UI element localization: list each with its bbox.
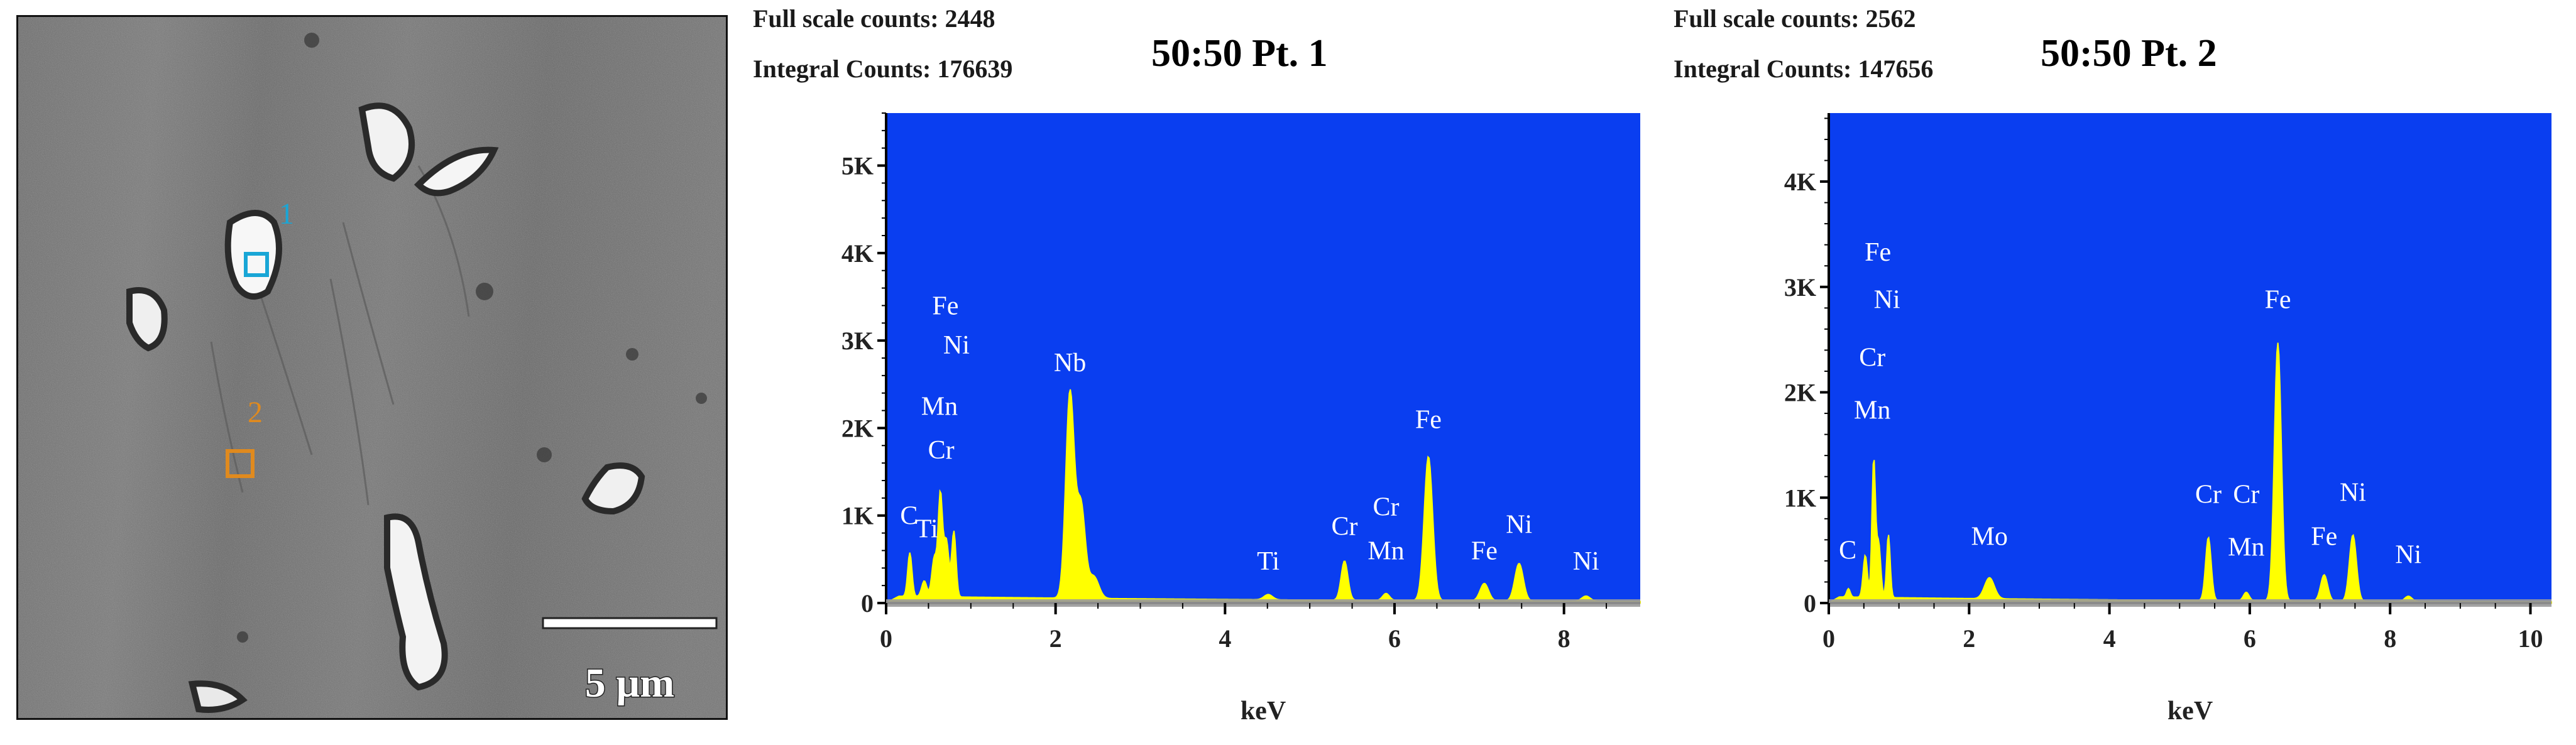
marker-label-2: 2 [248, 396, 263, 429]
integral-counts-1: Integral Counts: 176639 [753, 55, 1013, 83]
y-tick-label: 1K [841, 502, 874, 530]
peak-label: Ni [1573, 547, 1599, 576]
y-tick-label: 4K [841, 239, 874, 268]
scale-bar-label: 5 µm [585, 660, 675, 706]
axis-bevel [1829, 599, 2551, 607]
peak-label: Ni [943, 331, 970, 360]
sem-micrograph: 1 2 5 µm [16, 15, 728, 720]
peak-label: Fe [932, 291, 958, 320]
peak-label: Ni [2340, 478, 2366, 507]
peak-label: Fe [2311, 523, 2337, 552]
plot-background [1829, 113, 2551, 603]
y-tick-label: 3K [841, 327, 874, 355]
peak-label: Ni [2395, 540, 2421, 569]
peak-label: Ti [916, 515, 938, 544]
peak-label: Cr [1859, 344, 1885, 372]
plot-background [886, 113, 1640, 603]
eds-spectrum-2: Full scale counts: 2562 Integral Counts:… [1669, 0, 2576, 745]
y-tick-label: 5K [841, 152, 874, 180]
y-tick-label: 2K [1784, 379, 1816, 407]
peak-label: Mn [1367, 536, 1404, 565]
peak-label: Fe [1415, 405, 1442, 434]
peak-label: Ni [1506, 511, 1532, 540]
x-tick-label: 2 [1050, 624, 1062, 653]
peak-label: Fe [2265, 285, 2291, 314]
peak-label: Ti [1257, 547, 1280, 576]
peak-label: Nb [1054, 349, 1086, 378]
peak-label: Fe [1471, 536, 1498, 565]
spectrum-series [885, 389, 1641, 604]
integral-counts-2: Integral Counts: 147656 [1674, 55, 1934, 83]
x-tick-label: 8 [2384, 624, 2396, 653]
peak-label: Cr [928, 436, 955, 465]
axis-bevel [886, 599, 1640, 607]
peak-label: Mn [921, 393, 958, 421]
peak-label: Mn [2228, 533, 2264, 562]
y-tick-label: 0 [861, 589, 874, 617]
x-axis-label: keV [2168, 697, 2213, 726]
x-tick-label: 4 [1219, 624, 1231, 653]
peak-label: Cr [2195, 481, 2222, 509]
x-tick-label: 6 [1388, 624, 1401, 653]
x-tick-label: 6 [2244, 624, 2256, 653]
x-axis-label: keV [1241, 697, 1286, 726]
eds-spectrum-1: Full scale counts: 2448 Integral Counts:… [748, 0, 1665, 745]
peak-label: Mn [1854, 396, 1890, 425]
full-scale-counts-1: Full scale counts: 2448 [753, 4, 995, 33]
y-tick-label: 4K [1784, 168, 1816, 196]
peak-label: Ni [1874, 285, 1900, 314]
peak-label: Fe [1865, 238, 1891, 267]
marker-box-2 [226, 449, 255, 478]
x-tick-label: 8 [1558, 624, 1570, 653]
x-tick-label: 4 [2103, 624, 2116, 653]
peak-label: C [1839, 536, 1856, 565]
peak-label: C [900, 502, 918, 531]
peak-label: Cr [2233, 481, 2259, 509]
chart-title-1: 50:50 Pt. 1 [1151, 32, 1328, 75]
x-tick-label: 10 [2518, 624, 2543, 653]
peak-label: Cr [1331, 512, 1357, 541]
scale-bar [542, 617, 718, 629]
y-tick-label: 3K [1784, 273, 1816, 302]
peak-label: Cr [1373, 493, 1400, 522]
full-scale-counts-2: Full scale counts: 2562 [1674, 4, 1916, 33]
marker-label-1: 1 [279, 197, 294, 231]
x-tick-label: 2 [1963, 624, 1975, 653]
precipitates [126, 102, 645, 713]
peak-label: Mo [1971, 523, 2008, 552]
x-tick-label: 0 [880, 624, 892, 653]
marker-box-1 [244, 252, 269, 277]
x-tick-label: 0 [1822, 624, 1835, 653]
y-tick-label: 0 [1804, 589, 1816, 617]
y-tick-label: 2K [841, 414, 874, 442]
y-tick-label: 1K [1784, 484, 1816, 512]
chart-title-2: 50:50 Pt. 2 [2041, 32, 2217, 75]
